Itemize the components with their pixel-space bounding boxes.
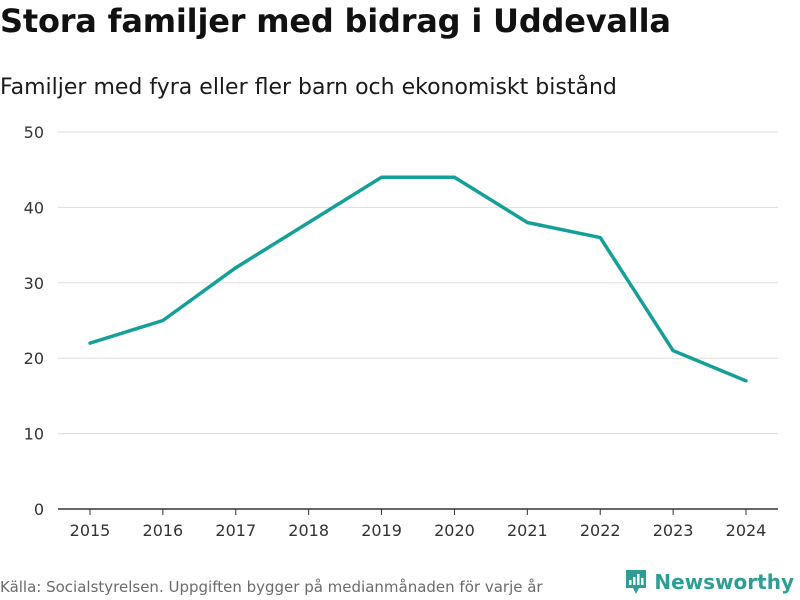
y-tick-label-50: 50 [24, 123, 44, 142]
source-note: Källa: Socialstyrelsen. Uppgiften bygger… [0, 578, 543, 596]
y-tick-label-20: 20 [24, 349, 44, 368]
x-tick-label-2017: 2017 [215, 521, 256, 540]
x-tick-label-2015: 2015 [70, 521, 111, 540]
y-tick-label-0: 0 [34, 500, 44, 519]
y-tick-label-10: 10 [24, 425, 44, 444]
line-chart: 0 10 20 30 40 50 2015 2016 2017 2018 2019 2020 2021… [24, 123, 778, 540]
y-tick-label-30: 30 [24, 274, 44, 293]
x-tick-label-2018: 2018 [288, 521, 329, 540]
x-tick-label-2024: 2024 [726, 521, 767, 540]
y-axis-labels: 0 10 20 30 40 50 [24, 123, 44, 519]
x-tick-label-2023: 2023 [653, 521, 694, 540]
x-axis-labels: 2015 2016 2017 2018 2019 2020 2021 2022 2023 2024 [70, 521, 767, 540]
newsworthy-logo-icon [626, 570, 647, 594]
x-tick-label-2021: 2021 [507, 521, 548, 540]
chart-subtitle: Familjer med fyra eller fler barn och ek… [0, 75, 617, 100]
x-tick-label-2019: 2019 [361, 521, 402, 540]
series-line-0 [88, 175, 748, 383]
chart-title: Stora familjer med bidrag i Uddevalla [0, 2, 671, 40]
x-axis [58, 508, 778, 515]
gridlines [58, 131, 778, 435]
x-tick-label-2022: 2022 [580, 521, 621, 540]
series-layer [88, 175, 748, 383]
brand-logo[interactable]: Newsworthy [624, 568, 794, 596]
x-tick-label-2016: 2016 [143, 521, 184, 540]
x-tick-label-2020: 2020 [434, 521, 475, 540]
brand-name: Newsworthy [654, 570, 794, 594]
y-tick-label-40: 40 [24, 198, 44, 217]
